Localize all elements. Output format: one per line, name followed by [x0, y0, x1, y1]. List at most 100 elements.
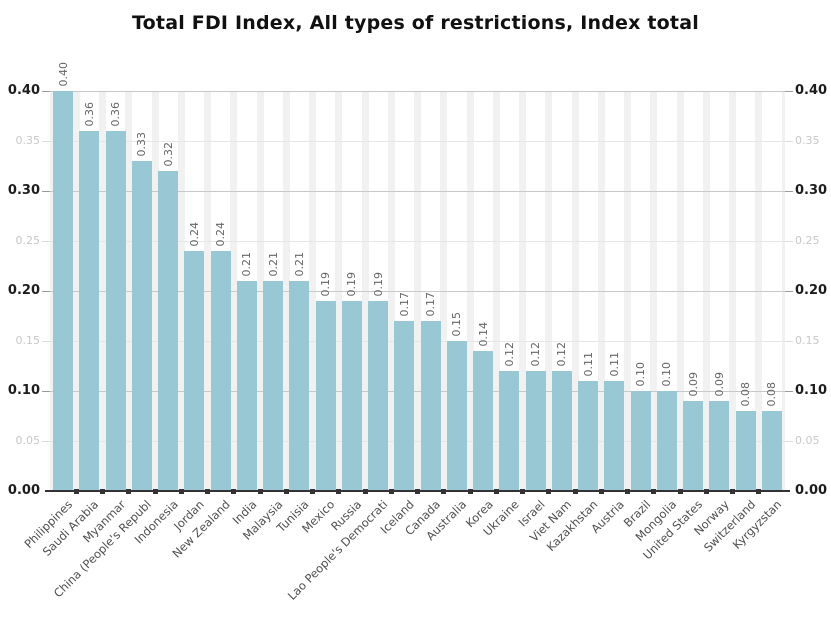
- bar-china-people-s-republ[interactable]: [131, 161, 152, 491]
- bar-value-label: 0.21: [240, 251, 254, 277]
- bar-saudi-arabia[interactable]: [79, 131, 100, 491]
- bar-russia[interactable]: [341, 301, 362, 491]
- y-tick-mark-right: [785, 241, 793, 242]
- bar-kazakhstan[interactable]: [578, 381, 599, 491]
- bar-value-label: 0.10: [634, 361, 648, 387]
- bar-brazil[interactable]: [630, 391, 651, 491]
- y-tick-mark-right: [785, 341, 793, 342]
- category-tick: [598, 489, 604, 494]
- y-axis-label-left: 0.10: [7, 383, 40, 398]
- bar-new-zealand[interactable]: [210, 251, 231, 491]
- category-tick: [126, 489, 132, 494]
- bar-viet-nam[interactable]: [551, 371, 572, 491]
- y-axis-label-left: 0.35: [15, 134, 41, 147]
- bar-ukraine[interactable]: [499, 371, 520, 491]
- y-tick-mark-left: [42, 441, 50, 442]
- bar-mexico[interactable]: [315, 301, 336, 491]
- bar-canada[interactable]: [420, 321, 441, 491]
- category-tick: [310, 489, 315, 494]
- category-tick: [756, 489, 762, 494]
- y-axis-label-left: 0.15: [15, 334, 41, 347]
- category-tick: [283, 489, 289, 494]
- bar-value-label: 0.36: [82, 101, 96, 127]
- y-tick-mark-left: [42, 141, 50, 142]
- bar-value-label: 0.12: [529, 341, 543, 367]
- bar-value-label: 0.11: [607, 351, 621, 377]
- category-tick: [388, 489, 394, 494]
- y-axis-label-left: 0.00: [7, 483, 40, 498]
- y-axis-label-right: 0.30: [795, 183, 828, 198]
- bar-value-label: 0.19: [345, 271, 359, 297]
- y-tick-mark-left: [42, 91, 50, 92]
- y-tick-mark-left: [42, 291, 50, 292]
- bar-jordan[interactable]: [184, 251, 205, 491]
- category-tick: [520, 489, 525, 494]
- category-tick: [546, 489, 552, 494]
- bar-value-label: 0.24: [187, 221, 201, 247]
- bar-tunisia[interactable]: [289, 281, 310, 491]
- y-axis-label-right: 0.25: [795, 234, 820, 247]
- category-tick: [441, 489, 447, 494]
- y-tick-mark-left: [42, 191, 50, 192]
- bar-malaysia[interactable]: [263, 281, 284, 491]
- bar-value-label: 0.09: [712, 371, 726, 397]
- bar-value-label: 0.33: [135, 131, 149, 157]
- category-tick: [362, 489, 368, 494]
- plot-area: 0.40 0.36 0.36 0.33 0.32 0.24 0.24 0.21 0.21 0.21…: [45, 62, 790, 494]
- bar-korea[interactable]: [473, 351, 494, 491]
- y-axis-label-right: 0.00: [795, 483, 828, 498]
- category-tick: [100, 489, 105, 494]
- y-axis-label-left: 0.40: [7, 83, 40, 98]
- bar-value-label: 0.17: [397, 291, 411, 317]
- y-tick-mark-right: [785, 441, 793, 442]
- category-tick: [625, 489, 630, 494]
- category-tick: [178, 489, 184, 494]
- bar-value-label: 0.10: [660, 361, 674, 387]
- y-tick-mark-right: [785, 391, 793, 392]
- bar-india[interactable]: [236, 281, 257, 491]
- y-axis-label-left: 0.25: [15, 234, 41, 247]
- bar-mongolia[interactable]: [656, 391, 677, 491]
- bar-lao-people-s-democrati[interactable]: [368, 301, 389, 491]
- bar-value-label: 0.32: [161, 141, 175, 167]
- bar-value-label: 0.21: [292, 251, 306, 277]
- bar-philippines[interactable]: [53, 91, 74, 491]
- bar-value-label: 0.21: [266, 251, 280, 277]
- category-tick: [651, 489, 657, 494]
- bar-kyrgyzstan[interactable]: [761, 411, 782, 491]
- y-axis-label-right: 0.15: [795, 334, 820, 347]
- bar-value-label: 0.12: [555, 341, 569, 367]
- bar-myanmar[interactable]: [105, 131, 126, 491]
- minor-gridline: [50, 241, 785, 242]
- category-tick: [205, 489, 210, 494]
- bar-united-states[interactable]: [683, 401, 704, 491]
- major-gridline: [50, 91, 785, 92]
- bar-australia[interactable]: [446, 341, 467, 491]
- bar-value-label: 0.40: [56, 61, 70, 87]
- major-gridline: [50, 391, 785, 392]
- major-gridline: [50, 291, 785, 292]
- chart-title: Total FDI Index, All types of restrictio…: [132, 12, 699, 34]
- bar-iceland[interactable]: [394, 321, 415, 491]
- bar-value-label: 0.19: [371, 271, 385, 297]
- bar-value-label: 0.14: [476, 321, 490, 347]
- category-tick: [257, 489, 263, 494]
- y-tick-mark-left: [42, 241, 50, 242]
- category-tick: [231, 489, 237, 494]
- minor-gridline: [50, 141, 785, 142]
- bar-norway[interactable]: [709, 401, 730, 491]
- category-tick: [703, 489, 709, 494]
- bar-switzerland[interactable]: [735, 411, 756, 491]
- y-tick-mark-right: [785, 91, 793, 92]
- bar-austria[interactable]: [604, 381, 625, 491]
- bar-israel[interactable]: [525, 371, 546, 491]
- y-axis-label-left: 0.05: [15, 434, 41, 447]
- bar-indonesia[interactable]: [158, 171, 179, 491]
- minor-gridline: [50, 341, 785, 342]
- y-axis-label-right: 0.35: [795, 134, 820, 147]
- y-axis-label-right: 0.20: [795, 283, 828, 298]
- category-tick: [677, 489, 683, 494]
- bar-value-label: 0.08: [765, 381, 779, 407]
- bar-value-label: 0.19: [319, 271, 333, 297]
- y-tick-mark-right: [785, 141, 793, 142]
